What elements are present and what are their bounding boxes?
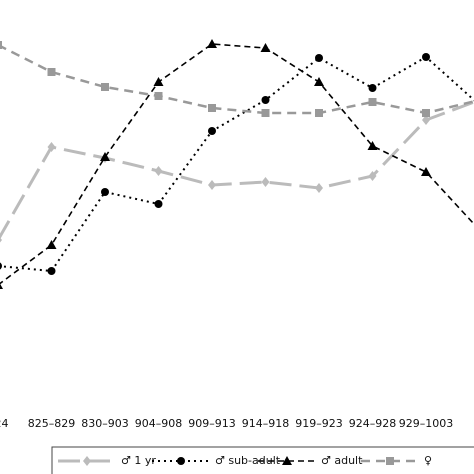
point xyxy=(153,77,164,86)
point xyxy=(261,96,270,104)
series-line xyxy=(0,44,474,115)
point xyxy=(46,240,57,249)
point xyxy=(368,98,377,106)
point xyxy=(47,267,56,275)
point xyxy=(47,142,56,152)
point xyxy=(260,43,271,52)
point xyxy=(208,104,216,112)
x-tick-label: 919–923 xyxy=(295,417,343,430)
point xyxy=(0,283,3,289)
x-tick-label: 924–928 xyxy=(349,417,397,430)
point xyxy=(368,171,377,181)
point xyxy=(0,41,2,49)
point xyxy=(208,180,216,190)
point xyxy=(100,152,110,161)
x-tick-label: 929–1003 xyxy=(399,417,454,430)
x-tick-label: 904–908 xyxy=(135,417,183,430)
x-tick-label: 914–918 xyxy=(242,417,290,430)
legend-label: ♂ 1 yr xyxy=(121,454,156,467)
x-tick-label: 830–903 xyxy=(81,417,129,430)
point xyxy=(47,68,56,76)
point xyxy=(208,127,216,135)
point xyxy=(315,54,323,62)
x-tick-label: 909–913 xyxy=(188,417,236,430)
x-tick-label: 824 xyxy=(0,417,9,430)
legend-marker xyxy=(386,457,394,465)
point xyxy=(315,183,323,193)
point xyxy=(315,109,323,117)
point xyxy=(261,177,270,187)
series-line xyxy=(0,43,474,285)
point xyxy=(0,262,2,270)
point xyxy=(422,53,430,61)
point xyxy=(154,166,163,176)
point xyxy=(261,109,270,117)
point xyxy=(368,84,377,92)
series-line xyxy=(0,55,474,273)
point xyxy=(314,77,324,86)
point xyxy=(154,200,163,208)
point xyxy=(421,167,431,176)
legend-label: ♂ adult xyxy=(321,454,363,467)
point xyxy=(101,83,109,91)
point xyxy=(367,141,378,150)
point xyxy=(154,92,163,100)
point xyxy=(207,39,217,48)
x-tick-label: 825–829 xyxy=(28,417,76,430)
legend-box xyxy=(51,446,474,474)
legend-marker xyxy=(83,456,91,466)
point xyxy=(0,237,2,243)
legend-marker xyxy=(177,457,185,465)
legend-label: ♀ xyxy=(424,454,432,467)
point xyxy=(101,188,109,196)
legend-marker xyxy=(282,456,292,465)
legend-label: ♂ sub-adult xyxy=(215,454,281,467)
point xyxy=(422,115,430,125)
series-line xyxy=(0,100,474,240)
point xyxy=(422,109,430,117)
